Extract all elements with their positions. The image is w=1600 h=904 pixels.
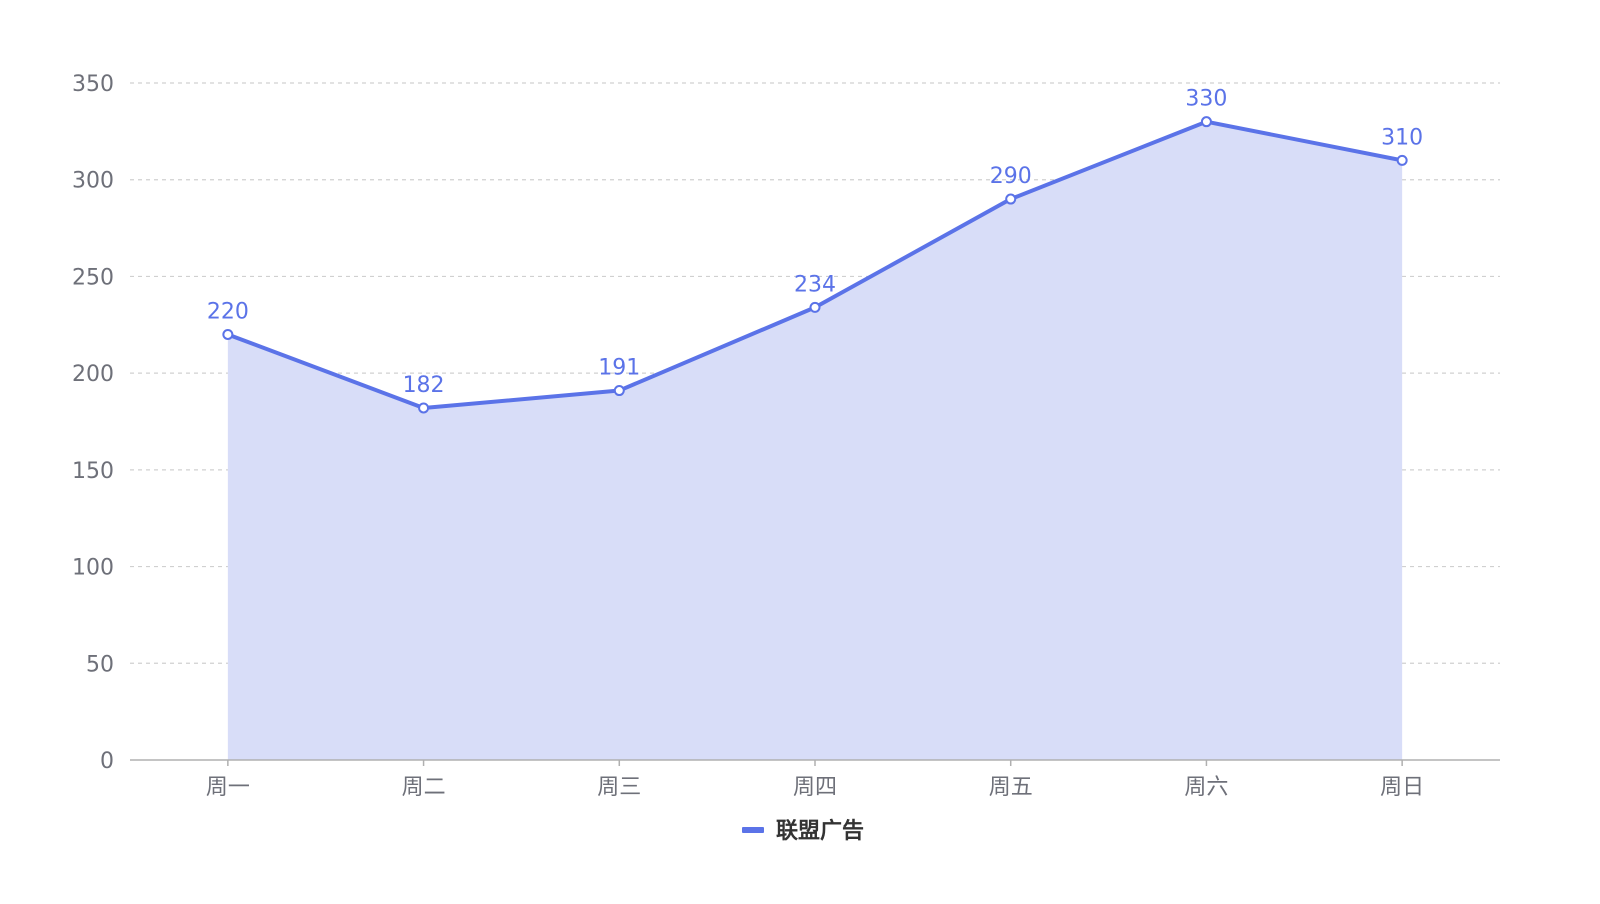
- y-tick-label: 250: [72, 265, 114, 290]
- data-label: 290: [990, 164, 1032, 189]
- y-tick-label: 150: [72, 459, 114, 484]
- y-tick-label: 300: [72, 169, 114, 194]
- series-area: [227, 121, 1403, 760]
- data-point[interactable]: [1396, 154, 1408, 166]
- x-tick-label: 周日: [1380, 775, 1424, 800]
- data-point[interactable]: [222, 328, 234, 340]
- x-tick-label: 周一: [206, 775, 250, 800]
- legend-label[interactable]: 联盟广告: [776, 818, 864, 844]
- legend[interactable]: 联盟广告: [742, 818, 864, 844]
- data-labels: 220 182 191 234 290 330 310: [207, 87, 1423, 398]
- data-point[interactable]: [1005, 193, 1017, 205]
- y-tick-label: 0: [100, 749, 114, 774]
- y-tick-label: 200: [72, 362, 114, 387]
- legend-swatch[interactable]: [742, 827, 764, 833]
- y-tick-label: 100: [72, 556, 114, 581]
- y-tick-label: 50: [86, 652, 114, 677]
- data-point[interactable]: [613, 385, 625, 397]
- data-label: 234: [794, 272, 836, 297]
- x-tick-label: 周四: [793, 775, 837, 800]
- data-points: [222, 116, 1408, 414]
- data-label: 182: [403, 373, 445, 398]
- data-label: 191: [598, 356, 640, 381]
- data-label: 310: [1381, 125, 1423, 150]
- data-label: 220: [207, 299, 249, 324]
- axes: 0 50 100 150 200 250 300 350 周一 周二 周三 周四 周五 周六 周日: [72, 72, 1500, 800]
- x-tick-label: 周五: [989, 775, 1033, 800]
- data-point[interactable]: [418, 402, 430, 414]
- y-tick-label: 350: [72, 72, 114, 97]
- x-tick-label: 周六: [1184, 775, 1228, 800]
- data-label: 330: [1185, 87, 1227, 112]
- data-point[interactable]: [1200, 116, 1212, 128]
- x-tick-label: 周二: [402, 775, 446, 800]
- area-fill-layer: [227, 121, 1403, 760]
- x-tick-label: 周三: [597, 775, 641, 800]
- data-point[interactable]: [809, 301, 821, 313]
